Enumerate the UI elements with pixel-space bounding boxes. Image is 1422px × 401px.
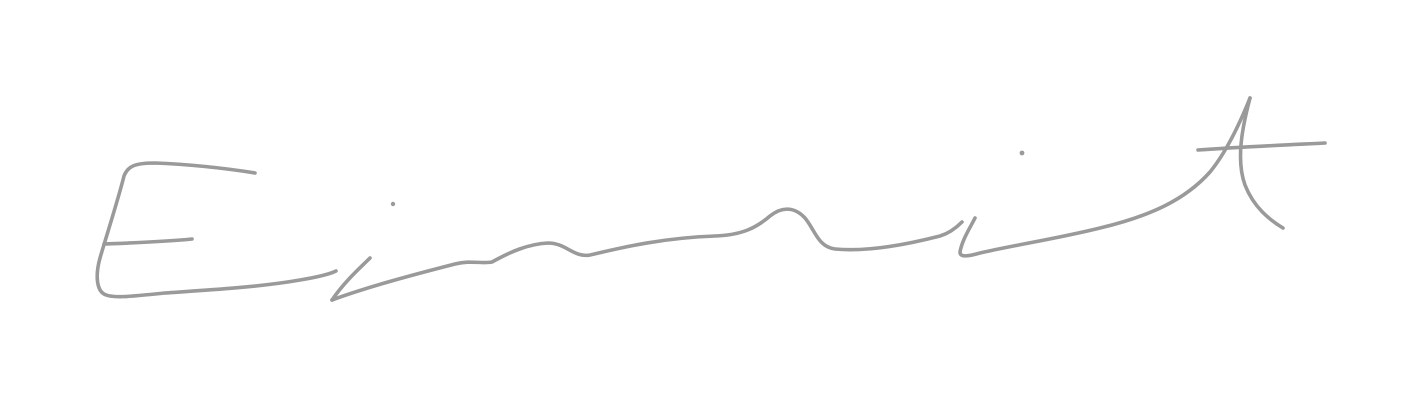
signature-dot-1 [390, 201, 396, 207]
signature-stroke-tail [958, 96, 1252, 258]
signature-stroke-hook [330, 256, 372, 302]
signature-stroke-a-crossbar [1196, 141, 1327, 152]
signature-stroke-e-middle [102, 237, 194, 246]
signature-stroke-e-main [95, 161, 338, 299]
signature-stroke-a-right-leg [1238, 96, 1285, 230]
signature-dot-2 [1019, 150, 1025, 156]
signature-stroke-middle-wave [330, 207, 964, 302]
